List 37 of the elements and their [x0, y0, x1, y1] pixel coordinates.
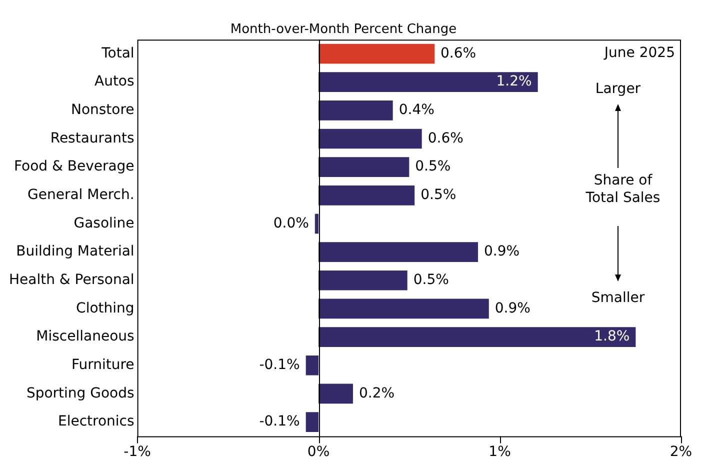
data-label: 0.5% [413, 272, 449, 288]
data-label: 0.6% [440, 45, 476, 62]
y-tick-label: Miscellaneous [36, 328, 134, 345]
data-label: 1.2% [496, 74, 532, 90]
y-tick-label: Total [100, 45, 134, 62]
y-tick-label: Food & Beverage [14, 158, 134, 175]
data-label: 0.5% [420, 187, 456, 204]
annotation: June 2025 [603, 45, 675, 62]
y-tick-label: Nonstore [70, 102, 134, 118]
y-tick-label: Clothing [76, 300, 134, 316]
data-label: 0.6% [428, 130, 464, 146]
chart-title: Month-over-Month Percent Change [230, 22, 457, 38]
data-label: 0.4% [398, 102, 434, 118]
y-tick-label: Gasoline [74, 215, 134, 232]
y-tick-label: Building Material [16, 244, 134, 260]
data-label: 0.9% [494, 300, 530, 316]
y-tick-label: Sporting Goods [26, 385, 134, 402]
data-label: 0.5% [415, 158, 451, 175]
x-tick-label: -1% [124, 444, 151, 460]
annotation: Smaller [591, 290, 645, 306]
data-label: 0.9% [484, 244, 520, 260]
x-tick-label: 0% [307, 444, 330, 460]
data-label: -0.1% [259, 357, 300, 374]
data-label: 0.0% [273, 215, 309, 232]
x-tick-label: 2% [670, 444, 692, 460]
x-tick-label: 1% [488, 444, 511, 460]
y-tick-label: Health & Personal [8, 272, 134, 288]
data-label: -0.1% [259, 414, 300, 430]
y-tick-label: Furniture [71, 357, 134, 374]
annotation: Larger [595, 81, 641, 98]
annotation: Share of Total Sales [584, 172, 660, 206]
y-tick-label: Autos [94, 74, 134, 90]
data-label: 0.2% [358, 385, 395, 402]
y-tick-label: Electronics [58, 414, 134, 430]
data-label: 1.8% [594, 328, 630, 345]
y-tick-label: Restaurants [50, 130, 134, 146]
y-tick-label: General Merch. [28, 187, 134, 204]
